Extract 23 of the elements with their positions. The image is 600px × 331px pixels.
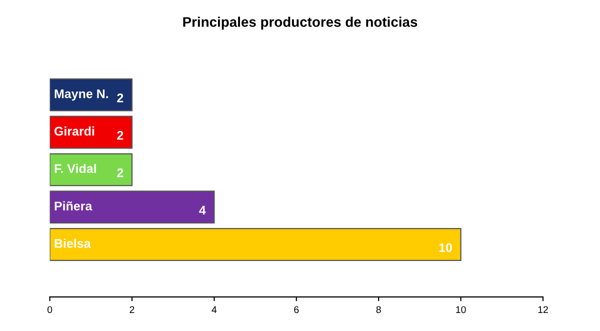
- chart-title: Principales productores de noticias: [183, 16, 418, 30]
- y-tick-label: Girardi: [54, 126, 94, 136]
- x-tick-label: 8: [376, 306, 381, 314]
- bar: [50, 228, 462, 261]
- bar: [50, 153, 133, 186]
- bar: [50, 190, 215, 224]
- x-tick-label: 6: [294, 306, 299, 314]
- y-tick-label: Mayne N.: [54, 89, 108, 101]
- data-label: 2: [117, 94, 124, 102]
- x-tick-label: 10: [456, 306, 466, 314]
- x-tick-label: 12: [538, 306, 548, 313]
- x-tick-label: 4: [212, 306, 217, 313]
- data-label: 2: [117, 130, 124, 140]
- y-tick-label: Bielsa: [54, 238, 91, 248]
- data-label: 2: [117, 168, 124, 178]
- x-tick-label: 2: [130, 306, 134, 313]
- x-tick-label: 0: [47, 306, 52, 314]
- data-label: 4: [199, 206, 206, 214]
- y-tick-label: F. Vidal: [54, 164, 96, 174]
- data-label: 10: [439, 243, 452, 252]
- bar: [50, 78, 133, 112]
- y-tick-label: Piñera: [54, 201, 92, 210]
- bar: [50, 116, 133, 149]
